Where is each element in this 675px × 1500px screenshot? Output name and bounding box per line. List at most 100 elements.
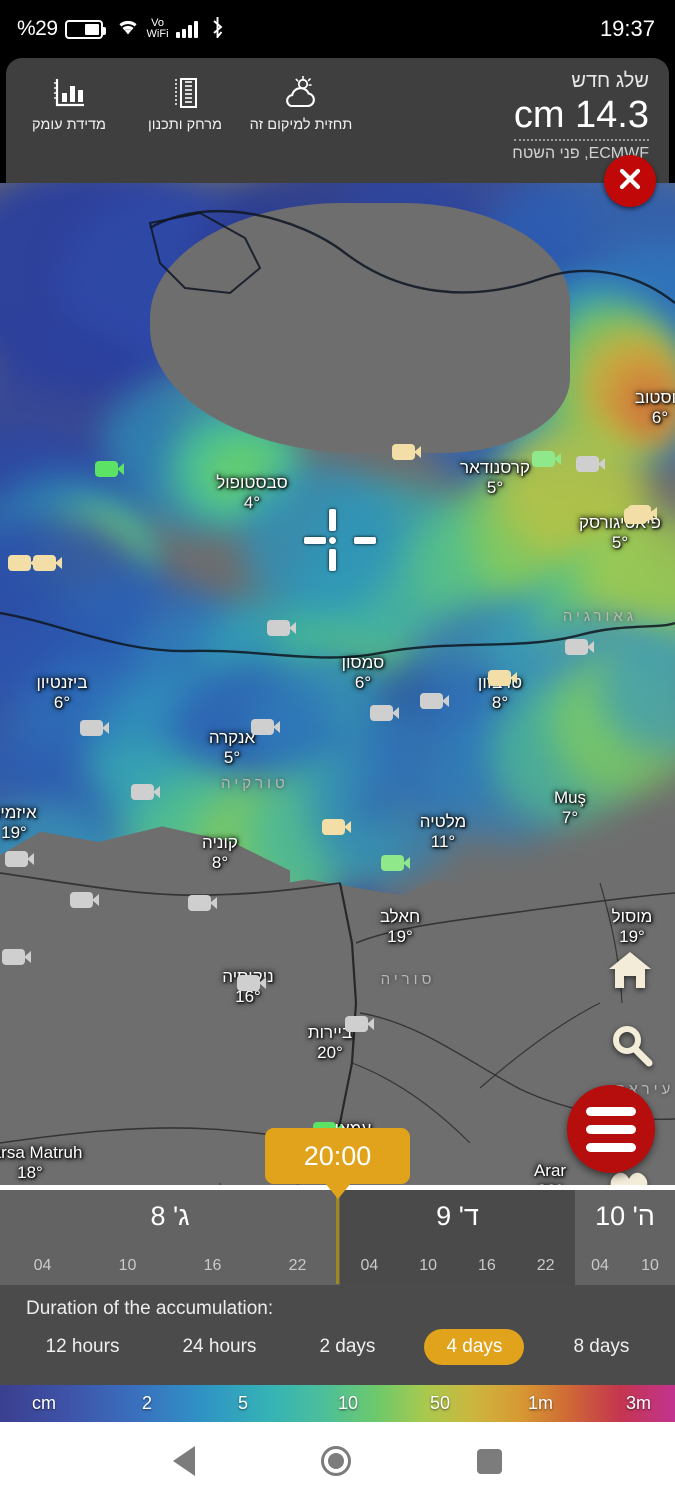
- city-name: אנקרה: [208, 728, 256, 747]
- close-panel-button[interactable]: [604, 155, 656, 207]
- legend-tick-label: 1m: [528, 1393, 554, 1413]
- timeline-day-label: ד' 9: [436, 1201, 479, 1231]
- timeline-hour-tick[interactable]: 10: [419, 1257, 438, 1274]
- city-temperature: 4°: [243, 493, 261, 512]
- city-label: קוניה 8°: [202, 833, 238, 873]
- timeline-day[interactable]: ד' 9 04 10 16 22: [340, 1189, 575, 1285]
- webcam-marker[interactable]: [381, 855, 410, 871]
- favorite-heart-button[interactable]: [605, 1168, 653, 1185]
- webcam-marker[interactable]: [370, 705, 399, 721]
- timeline-hour-tick[interactable]: 16: [203, 1257, 222, 1274]
- webcam-marker[interactable]: [565, 639, 594, 655]
- home-button[interactable]: [607, 949, 653, 996]
- weather-map[interactable]: סבסטופול4°קרסנודאר5°רוסטוב6°פיאטיגורסק5°…: [0, 183, 675, 1185]
- webcam-marker[interactable]: [322, 819, 351, 835]
- timeline-hour-tick[interactable]: 04: [33, 1257, 52, 1274]
- webcam-marker[interactable]: [8, 555, 37, 571]
- main-menu-button[interactable]: [567, 1085, 655, 1173]
- clock-label: 19:37: [599, 16, 655, 41]
- battery-percent-label: %29: [17, 17, 58, 40]
- timeline-day[interactable]: ה' 10 04 10: [575, 1189, 675, 1285]
- back-icon[interactable]: [173, 1446, 195, 1476]
- timeline-hours: 04 10 16 22: [0, 1257, 340, 1275]
- timeline-hour-tick[interactable]: 10: [641, 1257, 659, 1274]
- action-distance-planning[interactable]: מרחק ותכנון: [132, 76, 238, 134]
- city-temperature: 11°: [430, 832, 456, 851]
- webcam-marker[interactable]: [80, 720, 109, 736]
- city-name: רוסטוב: [634, 388, 675, 407]
- duration-options[interactable]: 12 hours 24 hours 2 days 4 days 8 days: [0, 1329, 675, 1365]
- webcam-marker[interactable]: [33, 555, 62, 571]
- city-label: אנקרה 5°: [209, 728, 255, 768]
- webcam-marker[interactable]: [131, 784, 160, 800]
- timeline-hour-tick[interactable]: 22: [288, 1257, 307, 1274]
- battery-icon: [64, 19, 106, 39]
- city-name: סמסון: [341, 653, 385, 672]
- timeline-hour-tick[interactable]: 16: [477, 1257, 496, 1274]
- timeline-day-label: ה' 10: [595, 1201, 655, 1231]
- city-temperature: 20°: [317, 1043, 343, 1062]
- webcam-marker[interactable]: [5, 851, 34, 867]
- timeline-hour-tick[interactable]: 10: [118, 1257, 137, 1274]
- city-name: קוניה: [202, 833, 238, 852]
- duration-option[interactable]: 12 hours: [45, 1336, 120, 1357]
- home-circle-icon[interactable]: [321, 1446, 351, 1476]
- timeline-hour-tick[interactable]: 22: [536, 1257, 555, 1274]
- android-navigation-bar[interactable]: [0, 1422, 675, 1500]
- volte-wifi-icon: Vo WiFi: [147, 18, 169, 40]
- webcam-marker[interactable]: [237, 975, 266, 991]
- city-label: איזמיר19°: [0, 803, 37, 843]
- timeline-day[interactable]: ג' 8 04 10 16 22: [0, 1189, 340, 1285]
- current-time-tooltip: 20:00: [265, 1128, 410, 1199]
- webcam-marker[interactable]: [70, 892, 99, 908]
- layer-info-panel: שלג חדש 14.3 cm ECMWF, פני השטח תחזית למ…: [6, 58, 669, 183]
- legend-tick-label: 3m: [626, 1393, 652, 1413]
- webcam-marker[interactable]: [188, 895, 217, 911]
- action-forecast-here-label: תחזית למיקום זה: [249, 117, 353, 133]
- city-name: סבסטופול: [216, 473, 288, 492]
- map-controls[interactable]: [0, 183, 675, 1185]
- search-button[interactable]: [609, 1023, 653, 1072]
- close-icon: [615, 164, 645, 199]
- webcam-marker[interactable]: [251, 719, 280, 735]
- webcam-marker[interactable]: [2, 949, 31, 965]
- duration-option[interactable]: 24 hours: [182, 1336, 257, 1357]
- city-label: Muş 7°: [554, 788, 586, 828]
- timeline-hour-tick[interactable]: 04: [360, 1257, 379, 1274]
- legend-tick-label: 10: [338, 1393, 359, 1413]
- map-borders-layer: [0, 183, 675, 1185]
- webcam-marker[interactable]: [267, 620, 296, 636]
- webcam-marker[interactable]: [95, 461, 124, 477]
- timeline-hour-tick[interactable]: 04: [591, 1257, 609, 1274]
- city-name: ביירות: [307, 1023, 353, 1042]
- action-forecast-here[interactable]: תחזית למיקום זה: [248, 76, 354, 134]
- action-depth-measure[interactable]: מדידת עומק: [16, 76, 122, 134]
- city-temperature: 6°: [651, 408, 669, 427]
- city-label: רוסטוב6°: [635, 388, 675, 428]
- webcam-marker[interactable]: [532, 451, 561, 467]
- duration-option[interactable]: 4 days: [424, 1329, 525, 1365]
- webcam-marker[interactable]: [576, 456, 605, 472]
- city-name: קרסנודאר: [460, 458, 530, 477]
- webcam-markers-layer[interactable]: [0, 183, 675, 1185]
- legend-tick-label: 50: [430, 1393, 451, 1413]
- city-temperature: 18°: [17, 1163, 43, 1182]
- webcam-marker[interactable]: [488, 670, 517, 686]
- status-bar-left: %29 Vo WiFi: [17, 16, 225, 43]
- legend-unit-label: cm: [32, 1393, 56, 1413]
- legend-tick-label: 5: [238, 1393, 249, 1413]
- cloud-sun-icon: [248, 76, 354, 110]
- current-time-label: 20:00: [303, 1140, 372, 1171]
- webcam-marker[interactable]: [345, 1016, 374, 1032]
- ruler-icon: [132, 76, 238, 110]
- duration-option[interactable]: 8 days: [573, 1336, 630, 1357]
- city-temperature: 7°: [561, 808, 579, 827]
- city-label: מלטיה 11°: [420, 812, 466, 852]
- city-temperature: 19°: [387, 927, 413, 946]
- webcam-marker[interactable]: [420, 693, 449, 709]
- recents-icon[interactable]: [477, 1448, 502, 1474]
- duration-option[interactable]: 2 days: [319, 1336, 376, 1357]
- webcam-marker[interactable]: [392, 444, 421, 460]
- city-temperature: 6°: [53, 693, 71, 712]
- webcam-marker[interactable]: [628, 505, 657, 521]
